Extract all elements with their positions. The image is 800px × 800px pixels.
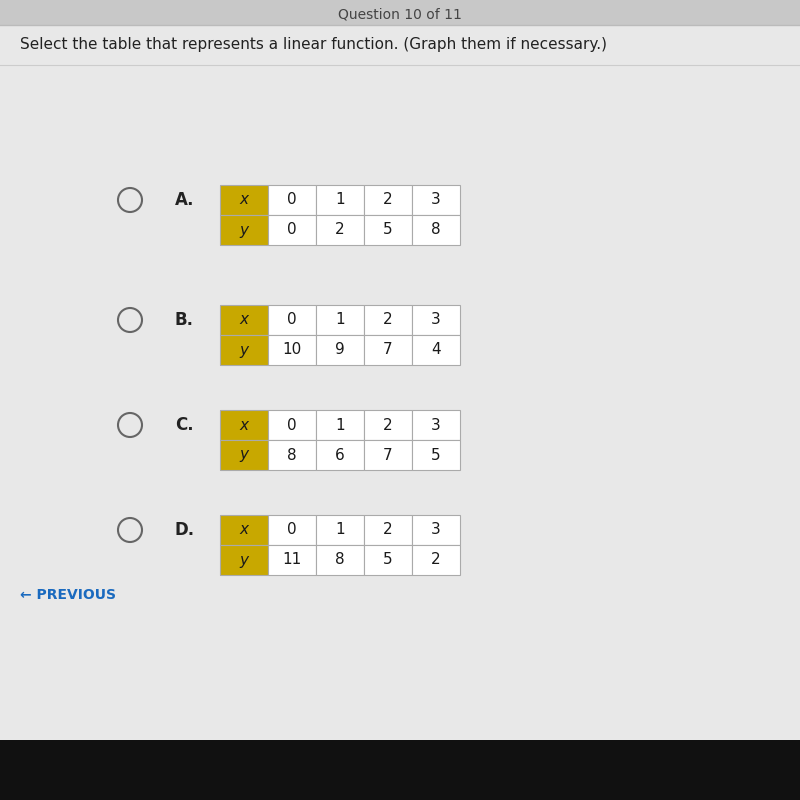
FancyBboxPatch shape [220, 440, 268, 470]
Text: 0: 0 [287, 193, 297, 207]
Text: x: x [239, 313, 249, 327]
Text: Question 10 of 11: Question 10 of 11 [338, 7, 462, 22]
Text: 6: 6 [335, 447, 345, 462]
FancyBboxPatch shape [316, 335, 364, 365]
Text: 0: 0 [287, 522, 297, 538]
Text: 1: 1 [335, 522, 345, 538]
FancyBboxPatch shape [412, 515, 460, 545]
Text: 3: 3 [431, 193, 441, 207]
FancyBboxPatch shape [268, 545, 316, 575]
Text: C.: C. [175, 416, 194, 434]
FancyBboxPatch shape [268, 515, 316, 545]
Text: 5: 5 [383, 553, 393, 567]
Text: x: x [239, 522, 249, 538]
FancyBboxPatch shape [316, 185, 364, 215]
Text: 2: 2 [383, 313, 393, 327]
FancyBboxPatch shape [364, 215, 412, 245]
Text: B.: B. [175, 311, 194, 329]
Text: 2: 2 [383, 418, 393, 433]
FancyBboxPatch shape [220, 185, 268, 215]
FancyBboxPatch shape [364, 185, 412, 215]
Text: 2: 2 [383, 193, 393, 207]
FancyBboxPatch shape [220, 410, 268, 440]
Text: 9: 9 [335, 342, 345, 358]
FancyBboxPatch shape [412, 215, 460, 245]
FancyBboxPatch shape [268, 185, 316, 215]
FancyBboxPatch shape [364, 305, 412, 335]
Text: 1: 1 [335, 193, 345, 207]
Text: 1: 1 [335, 313, 345, 327]
FancyBboxPatch shape [220, 515, 268, 545]
Text: 0: 0 [287, 313, 297, 327]
Text: 2: 2 [335, 222, 345, 238]
FancyBboxPatch shape [316, 515, 364, 545]
FancyBboxPatch shape [268, 335, 316, 365]
Text: 7: 7 [383, 447, 393, 462]
Text: 8: 8 [431, 222, 441, 238]
Text: 3: 3 [431, 313, 441, 327]
FancyBboxPatch shape [412, 410, 460, 440]
Text: 7: 7 [383, 342, 393, 358]
Text: ← PREVIOUS: ← PREVIOUS [20, 588, 116, 602]
FancyBboxPatch shape [412, 305, 460, 335]
FancyBboxPatch shape [220, 215, 268, 245]
FancyBboxPatch shape [412, 440, 460, 470]
Text: 0: 0 [287, 222, 297, 238]
FancyBboxPatch shape [316, 545, 364, 575]
Text: 4: 4 [431, 342, 441, 358]
Text: 8: 8 [287, 447, 297, 462]
Text: x: x [239, 418, 249, 433]
FancyBboxPatch shape [220, 335, 268, 365]
Text: 0: 0 [287, 418, 297, 433]
FancyBboxPatch shape [364, 335, 412, 365]
FancyBboxPatch shape [268, 305, 316, 335]
FancyBboxPatch shape [316, 440, 364, 470]
Text: y: y [239, 447, 249, 462]
Text: 3: 3 [431, 418, 441, 433]
Text: y: y [239, 342, 249, 358]
Text: 11: 11 [282, 553, 302, 567]
FancyBboxPatch shape [364, 545, 412, 575]
FancyBboxPatch shape [0, 740, 800, 800]
FancyBboxPatch shape [364, 440, 412, 470]
Text: 3: 3 [431, 522, 441, 538]
Text: 8: 8 [335, 553, 345, 567]
Text: 2: 2 [383, 522, 393, 538]
Text: A.: A. [175, 191, 194, 209]
Text: 10: 10 [282, 342, 302, 358]
FancyBboxPatch shape [412, 545, 460, 575]
Text: Select the table that represents a linear function. (Graph them if necessary.): Select the table that represents a linea… [20, 38, 607, 53]
FancyBboxPatch shape [268, 215, 316, 245]
FancyBboxPatch shape [364, 410, 412, 440]
FancyBboxPatch shape [220, 305, 268, 335]
FancyBboxPatch shape [316, 410, 364, 440]
Text: 5: 5 [431, 447, 441, 462]
Text: 5: 5 [383, 222, 393, 238]
FancyBboxPatch shape [412, 185, 460, 215]
Text: D.: D. [175, 521, 195, 539]
Text: y: y [239, 222, 249, 238]
FancyBboxPatch shape [412, 335, 460, 365]
FancyBboxPatch shape [316, 215, 364, 245]
Text: y: y [239, 553, 249, 567]
FancyBboxPatch shape [0, 0, 800, 25]
FancyBboxPatch shape [220, 545, 268, 575]
FancyBboxPatch shape [316, 305, 364, 335]
FancyBboxPatch shape [268, 440, 316, 470]
Text: 2: 2 [431, 553, 441, 567]
FancyBboxPatch shape [364, 515, 412, 545]
Text: x: x [239, 193, 249, 207]
FancyBboxPatch shape [268, 410, 316, 440]
Text: 1: 1 [335, 418, 345, 433]
